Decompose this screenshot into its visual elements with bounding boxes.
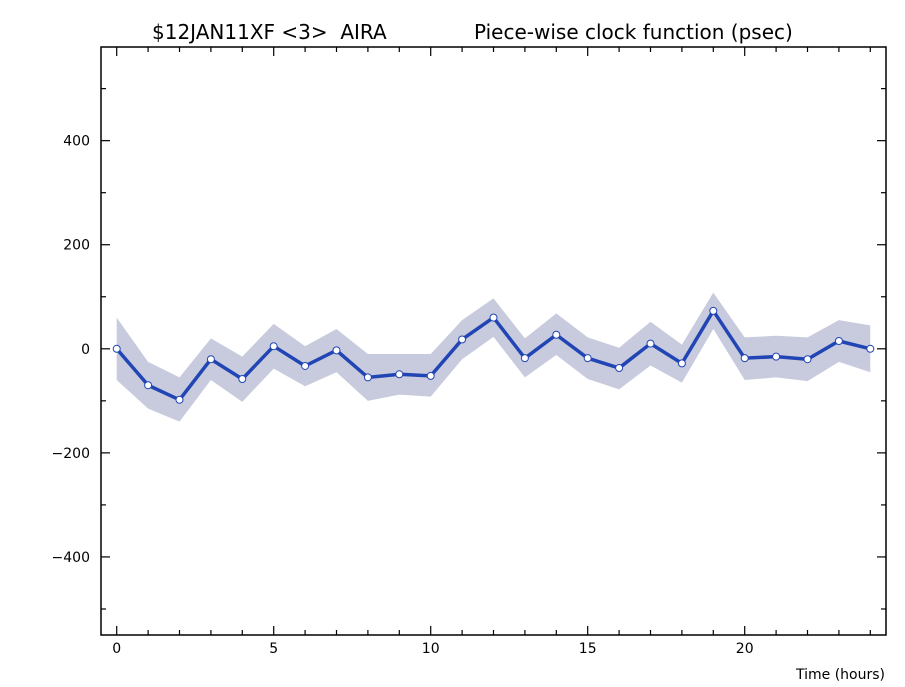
x-tick-label: 0	[112, 641, 121, 657]
axis-tick-layer	[101, 47, 886, 635]
data-point	[646, 339, 655, 348]
data-point	[458, 335, 467, 344]
data-point	[238, 374, 247, 383]
y-tick-label: 200	[63, 238, 90, 254]
data-point	[803, 355, 812, 364]
y-tick-label: 0	[81, 342, 90, 358]
data-point	[426, 371, 435, 380]
data-point	[583, 354, 592, 363]
data-point	[740, 354, 749, 363]
data-point	[363, 373, 372, 382]
data-point-layer	[112, 306, 875, 404]
data-point	[175, 395, 184, 404]
data-point	[489, 313, 498, 322]
y-tick-label: −200	[52, 446, 90, 462]
tick-label-layer: −400 −200 0 200 400 0 5 10 15 20	[52, 134, 754, 657]
data-point	[206, 355, 215, 364]
data-point	[520, 354, 529, 363]
data-point	[677, 359, 686, 368]
data-point	[395, 370, 404, 379]
data-point	[615, 364, 624, 373]
data-point	[866, 344, 875, 353]
data-point	[332, 346, 341, 355]
data-point	[552, 330, 561, 339]
data-point	[269, 342, 278, 351]
x-tick-label: 10	[422, 641, 440, 657]
y-tick-label: 400	[63, 134, 90, 150]
data-point	[772, 352, 781, 361]
chart-title-right: Piece-wise clock function (psec)	[474, 20, 793, 44]
data-point	[709, 306, 718, 315]
chart-title-left: $12JAN11XF <3> AIRA	[152, 20, 387, 44]
data-point	[834, 337, 843, 345]
plot-frame	[100, 46, 887, 636]
x-tick-label: 5	[269, 641, 278, 657]
x-tick-label: 20	[736, 641, 754, 657]
y-tick-label: −400	[52, 550, 90, 566]
x-tick-label: 15	[579, 641, 597, 657]
data-point	[112, 344, 121, 353]
data-point	[301, 361, 310, 370]
data-point	[144, 381, 153, 390]
x-axis-label: Time (hours)	[795, 667, 885, 683]
